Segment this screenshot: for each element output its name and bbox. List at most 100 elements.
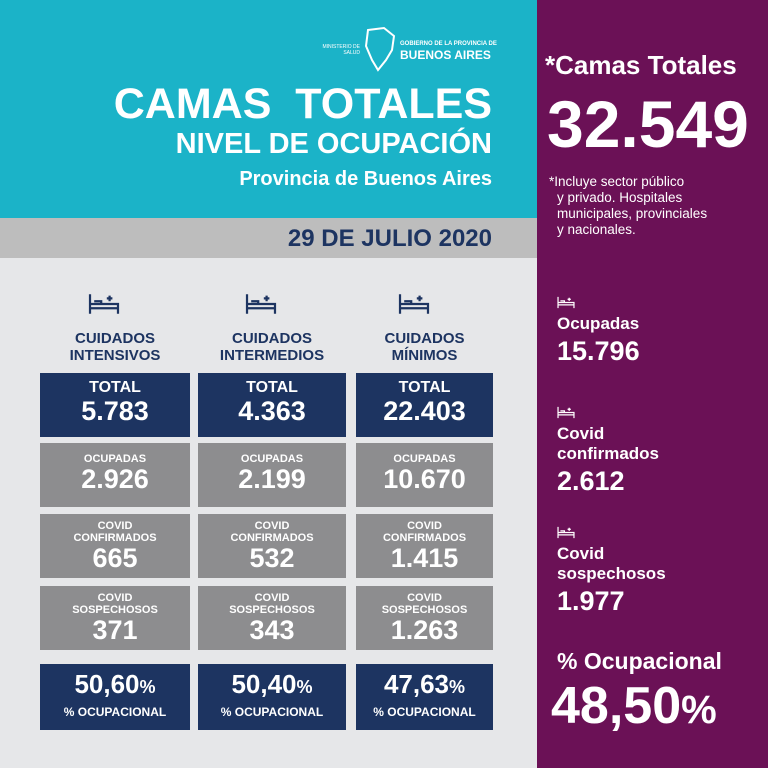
bed-svg (398, 294, 429, 314)
bed-icon (245, 293, 277, 322)
bed-icon (557, 526, 575, 543)
column-title: CUIDADOS INTERMEDIOS (198, 330, 346, 364)
sidebar-title: *Camas Totales (545, 50, 737, 80)
text: 1.415 (390, 543, 459, 573)
pct-value: 47,63 (383, 669, 450, 699)
text: TOTAL (246, 379, 298, 396)
bed-svg (557, 526, 575, 539)
pct-label: % OCUPACIONAL (220, 705, 324, 719)
ocupadas-box: OCUPADAS 10.670 (356, 443, 493, 507)
bed-svg (245, 294, 277, 314)
pct-line: 47,63% (356, 670, 493, 701)
pct-label: % OCUPACIONAL (63, 705, 167, 719)
text: 2.199 (238, 464, 306, 494)
text: TOTAL (89, 379, 141, 396)
sospechosos-box: COVID SOSPECHOSOS 1.263 (356, 586, 493, 650)
pct-value: 50,60 (74, 669, 140, 699)
text: OCUPADAS (240, 453, 304, 465)
total-box: TOTAL 4.363 (198, 373, 346, 437)
column-title: CUIDADOS MÍNIMOS (356, 330, 493, 364)
text: SOSPECHOSOS (72, 604, 158, 616)
text: MINISTERIO DE (322, 44, 360, 50)
pct-unit: % (449, 677, 466, 697)
logo-map (364, 26, 396, 72)
bed-icon (557, 406, 575, 423)
text: CONFIRMADOS (230, 532, 314, 544)
confirmados-box: COVID CONFIRMADOS 532 (198, 514, 346, 578)
total-box: TOTAL 22.403 (356, 373, 493, 437)
stat-label: Covid (557, 424, 605, 443)
text: 4.363 (238, 396, 306, 426)
text: CONFIRMADOS (382, 532, 467, 544)
stat-label: Covid (557, 544, 605, 563)
confirmados-box: COVID CONFIRMADOS 1.415 (356, 514, 493, 578)
pct-line: 50,40% (198, 670, 346, 701)
text: OCUPADAS (393, 453, 456, 465)
pct-unit: % (296, 677, 313, 697)
stat-label: sospechosos (557, 564, 666, 583)
logo-line: GOBIERNO DE LA PROVINCIA DE (400, 41, 497, 47)
text: TOTAL (398, 379, 451, 396)
bed-icon (398, 293, 429, 322)
bed-icon (557, 296, 575, 313)
text: 343 (249, 615, 295, 645)
sospechosos-box: COVID SOSPECHOSOS 343 (198, 586, 346, 650)
text: CUIDADOS (231, 330, 312, 347)
pct-unit: % (139, 677, 156, 697)
subtitle: Provincia de Buenos Aires (239, 168, 492, 190)
text: INTERMEDIOS (219, 347, 325, 364)
sospechosos-box: COVID SOSPECHOSOS 371 (40, 586, 190, 650)
note-line: *Incluye sector público (549, 174, 685, 189)
note: *Incluye sector público y privado. Hospit… (549, 174, 707, 238)
text: INTENSIVOS (69, 347, 161, 364)
text: 22.403 (383, 396, 466, 426)
text: 10.670 (383, 464, 466, 494)
text: 665 (92, 543, 138, 573)
confirmados-box: COVID CONFIRMADOS 665 (40, 514, 190, 578)
pct-value: 48,50 (551, 677, 682, 735)
text: SALUD (343, 50, 360, 56)
text: 5.783 (81, 396, 149, 426)
column-title: CUIDADOS INTENSIVOS (40, 330, 190, 364)
header: MINISTERIO DE SALUD GOBIERNO DE LA PROVIN… (0, 0, 537, 218)
logo-ministry: MINISTERIO DE SALUD (310, 44, 360, 56)
pct-title: % Ocupacional (557, 648, 722, 674)
text: 2.926 (81, 464, 149, 494)
stat-value: 2.612 (557, 466, 625, 496)
date-band: 29 DE JULIO 2020 (0, 218, 537, 258)
stat-value: 15.796 (557, 336, 640, 366)
pct: 48,50% (551, 676, 717, 736)
bed-svg (557, 406, 575, 419)
logo-name: BUENOS AIRES (400, 48, 491, 62)
pct-unit: % (681, 688, 717, 732)
stat-value: 1.977 (557, 586, 625, 616)
total-box: TOTAL 5.783 (40, 373, 190, 437)
text: COVID (97, 592, 133, 604)
text: SOSPECHOSOS (381, 604, 468, 616)
bed-svg (557, 296, 575, 309)
date: 29 DE JULIO 2020 (287, 225, 492, 252)
text: COVID (254, 592, 290, 604)
pct-box: 50,60% % OCUPACIONAL (40, 664, 190, 730)
title: CAMAS TOTALES (113, 80, 492, 128)
pct-box: 47,63% % OCUPACIONAL (356, 664, 493, 730)
ocupadas-box: OCUPADAS 2.926 (40, 443, 190, 507)
stat-label: Ocupadas (557, 314, 640, 333)
text: 532 (249, 543, 295, 573)
text: SOSPECHOSOS (229, 604, 315, 616)
title: NIVEL DE OCUPACIÓN (175, 128, 492, 160)
ocupadas-box: OCUPADAS 2.199 (198, 443, 346, 507)
bed-svg (88, 294, 120, 314)
text: COVID (407, 592, 442, 604)
text: CUIDADOS (74, 330, 155, 347)
sidebar: *Camas Totales 32.549 *Incluye sector pú… (537, 0, 768, 768)
text: MÍNIMOS (391, 347, 458, 364)
text: COVID (97, 520, 133, 532)
note-line: y privado. Hospitales (557, 190, 683, 205)
text: CUIDADOS (384, 330, 465, 347)
text: COVID (254, 520, 290, 532)
text: 371 (92, 615, 138, 645)
text: 1.263 (390, 615, 459, 645)
pct-box: 50,40% % OCUPACIONAL (198, 664, 346, 730)
